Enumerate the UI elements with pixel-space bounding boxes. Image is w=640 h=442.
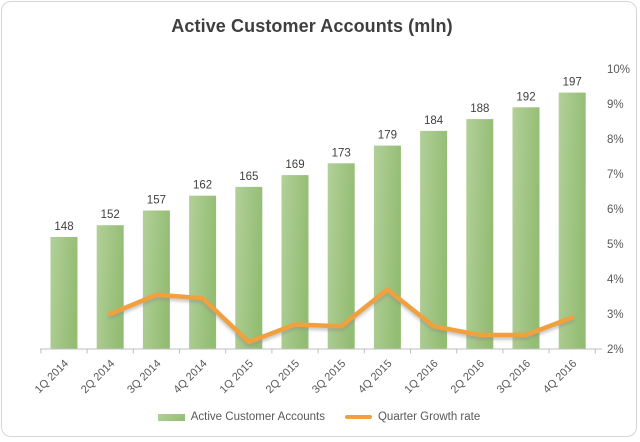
bar-data-label: 165	[239, 171, 258, 183]
bar-1Q-2015	[235, 186, 263, 349]
bar-data-label: 169	[285, 159, 304, 171]
x-axis-label: 2Q 2014	[79, 358, 117, 396]
bar-1Q-2014	[50, 237, 78, 349]
x-axis-label: 2Q 2016	[449, 358, 487, 396]
legend-item-growth: Quarter Growth rate	[344, 411, 481, 423]
bar-data-label: 152	[101, 209, 120, 221]
chart-title: Active Customer Accounts (mln)	[171, 16, 453, 36]
legend: Active Customer Accounts Quarter Growth …	[2, 411, 636, 423]
x-axis-label: 4Q 2016	[541, 358, 579, 396]
right-axis-label: 4%	[607, 274, 624, 286]
bar-3Q-2014	[142, 210, 170, 349]
bar-data-label: 148	[54, 221, 73, 233]
right-axis-label: 7%	[607, 169, 624, 181]
x-axis-label: 3Q 2014	[125, 358, 163, 396]
bar-1Q-2016	[420, 130, 448, 349]
x-axis-label: 4Q 2014	[171, 358, 209, 396]
x-axis-label: 3Q 2016	[495, 358, 533, 396]
bar-4Q-2015	[373, 145, 401, 349]
line-series-swatch-icon	[344, 415, 372, 419]
growth-rate-line	[107, 287, 575, 345]
bar-data-label: 173	[332, 147, 351, 159]
bar-4Q-2016	[558, 92, 586, 349]
bar-3Q-2016	[512, 107, 540, 349]
right-axis-label: 3%	[607, 309, 624, 321]
x-axis-label: 3Q 2015	[310, 358, 348, 396]
bar-data-label: 184	[424, 115, 444, 127]
legend-label-accounts: Active Customer Accounts	[190, 411, 325, 423]
right-axis-label: 9%	[607, 99, 624, 111]
bar-2Q-2016	[466, 119, 494, 349]
bar-data-label: 188	[470, 103, 489, 115]
bar-4Q-2014	[189, 195, 217, 349]
bar-data-label: 157	[147, 195, 166, 207]
right-axis-label: 2%	[607, 344, 624, 356]
legend-label-growth: Quarter Growth rate	[377, 411, 481, 423]
bar-data-label: 162	[193, 180, 212, 192]
bar-2Q-2015	[281, 175, 309, 349]
bar-series-swatch-icon	[157, 413, 185, 421]
bar-2Q-2014	[96, 225, 124, 349]
x-axis-label: 1Q 2014	[33, 358, 71, 396]
right-axis-label: 10%	[607, 64, 630, 76]
legend-item-accounts: Active Customer Accounts	[157, 411, 325, 423]
x-axis-label: 1Q 2016	[402, 358, 440, 396]
x-axis-label: 1Q 2015	[218, 358, 256, 396]
right-axis-label: 8%	[607, 134, 624, 146]
x-axis-label: 2Q 2015	[264, 358, 302, 396]
right-axis-label: 5%	[607, 239, 624, 251]
x-axis-label: 4Q 2015	[356, 358, 394, 396]
right-axis-label: 6%	[607, 204, 624, 216]
bar-data-label: 192	[516, 91, 535, 103]
bar-data-label: 197	[563, 77, 582, 89]
bar-data-label: 179	[378, 130, 397, 142]
